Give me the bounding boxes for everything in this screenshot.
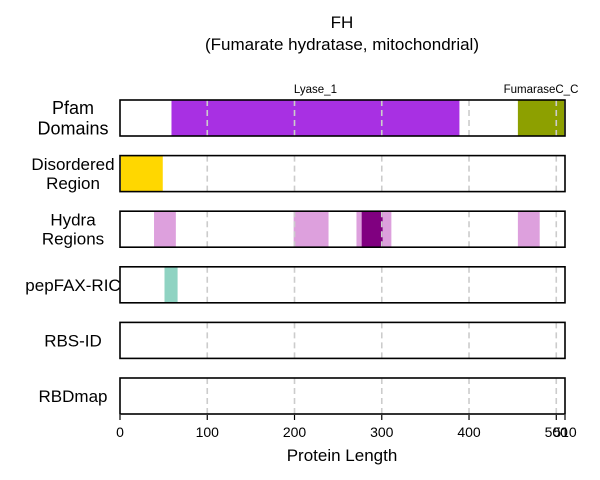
track-0: Lyase_1 FumaraseC_C Pfam Domains	[37, 84, 578, 138]
segment-0-1	[517, 100, 565, 136]
track-background	[120, 155, 565, 192]
track-background	[120, 266, 565, 303]
x-tick-label: 400	[457, 424, 481, 440]
track-background	[120, 322, 565, 359]
track-2: Hydra Regions	[42, 210, 566, 249]
x-tick-label: 500	[545, 424, 569, 440]
segment-1-0	[120, 155, 163, 192]
track-frame	[119, 265, 566, 304]
track-4: RBS-ID	[44, 321, 566, 360]
track-frame	[119, 99, 566, 137]
segment-3-0	[164, 266, 178, 303]
track-1: Disordered Region	[31, 154, 566, 193]
tracks: Lyase_1 FumaraseC_C Pfam Domains Disordered R…	[25, 84, 578, 415]
track-label: RBS-ID	[44, 331, 102, 350]
track-background	[120, 211, 565, 248]
track-frame	[119, 377, 566, 415]
track-label: Pfam Domains	[37, 98, 108, 138]
chart-subtitle: (Fumarate hydratase, mitochondrial)	[205, 35, 479, 54]
domain-label: FumaraseC_C	[504, 84, 579, 96]
track-frame	[119, 210, 566, 248]
track-frame	[119, 154, 566, 193]
x-tick-label: 510	[553, 424, 577, 440]
track-3: pepFAX-RIC	[25, 265, 566, 304]
segment-2-1	[293, 211, 329, 248]
track-label: Hydra Regions	[42, 211, 104, 249]
segment-2-3	[361, 211, 383, 248]
segment-2-4	[517, 211, 540, 248]
track-label: Disordered Region	[31, 155, 114, 193]
track-5: RBDmap	[39, 377, 566, 415]
track-label: pepFAX-RIC	[25, 276, 120, 295]
domain-label: Lyase_1	[294, 84, 337, 96]
x-axis-title: Protein Length	[287, 446, 398, 465]
segment-0-0	[171, 100, 460, 136]
track-label: RBDmap	[39, 387, 108, 406]
track-background	[120, 378, 565, 414]
track-frame	[119, 321, 566, 360]
segment-2-0	[154, 211, 176, 248]
x-tick-label: 100	[196, 424, 220, 440]
chart-title: FH	[331, 13, 354, 32]
x-tick-label: 300	[370, 424, 394, 440]
x-tick-label: 0	[116, 424, 124, 440]
x-tick-label: 200	[283, 424, 307, 440]
